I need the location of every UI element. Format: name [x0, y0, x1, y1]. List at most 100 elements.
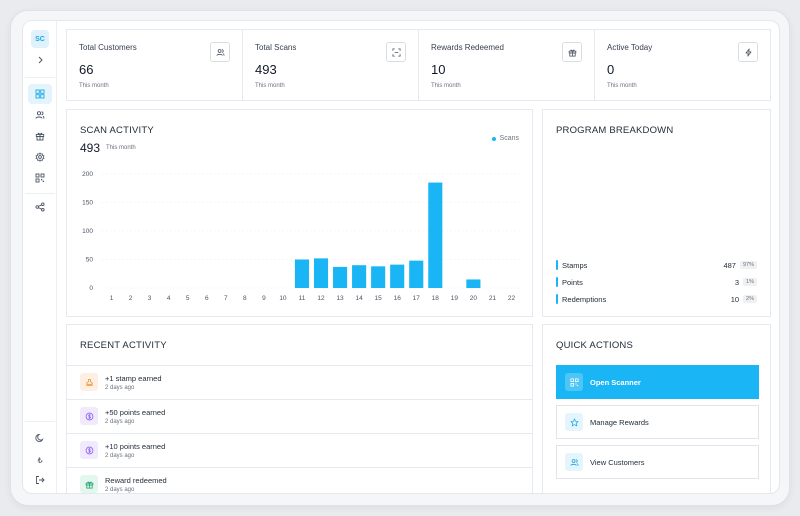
qa-icon-box — [565, 373, 583, 391]
chart-bar — [294, 259, 310, 288]
program-breakdown-card: PROGRAM BREAKDOWN Stamps 487 97% Points … — [542, 109, 771, 317]
moon-icon — [35, 433, 44, 442]
sidebar-item-share[interactable] — [28, 197, 52, 217]
avatar[interactable]: SC — [31, 30, 49, 48]
stat-label: Rewards Redeemed — [431, 43, 504, 52]
breakdown-row-redemptions: Redemptions 10 2% — [556, 293, 757, 305]
legend-dot — [491, 136, 496, 141]
x-tick-label: 11 — [299, 295, 306, 302]
qa-label: View Customers — [590, 457, 645, 467]
activity-time: 2 days ago — [105, 453, 135, 459]
legend-label: Scans — [499, 135, 519, 142]
scan-total-sub: This month — [106, 145, 136, 151]
dashboard-icon — [35, 89, 45, 99]
stat-icon-box — [210, 42, 230, 62]
activity-time: 2 days ago — [105, 487, 135, 493]
sidebar-expand-button[interactable] — [28, 50, 52, 70]
gear-icon — [35, 152, 45, 162]
star-icon — [570, 418, 578, 426]
breakdown-row-points: Points 3 1% — [556, 276, 757, 288]
qa-label: Open Scanner — [590, 377, 641, 387]
activity-icon-box — [80, 475, 98, 493]
x-tick-label: 20 — [470, 295, 478, 302]
breakdown-value: 487 — [723, 260, 736, 270]
x-tick-label: 22 — [508, 295, 516, 302]
chart-bar — [333, 266, 348, 288]
stats-row: Total Customers 66 This month Total Scan… — [66, 29, 771, 101]
activity-title: Reward redeemed — [105, 476, 167, 485]
gift-icon — [568, 49, 576, 57]
sidebar-item-rewards[interactable] — [28, 126, 52, 146]
stat-sub: This month — [79, 83, 109, 89]
activity-icon-box — [80, 373, 98, 391]
x-tick-label: 15 — [375, 295, 383, 302]
stat-sub: This month — [607, 83, 637, 89]
logout-button[interactable] — [28, 470, 52, 490]
recent-activity-card: RECENT ACTIVITY +1 stamp earned 2 days a… — [66, 324, 533, 493]
currency-icon[interactable]: ₺ — [37, 455, 43, 465]
stat-label: Total Customers — [79, 43, 137, 52]
y-tick-label: 150 — [82, 200, 93, 207]
activity-item[interactable]: Reward redeemed 2 days ago — [67, 467, 532, 493]
card-title: RECENT ACTIVITY — [80, 340, 167, 351]
y-tick-label: 100 — [82, 228, 93, 235]
logout-icon — [36, 476, 45, 484]
activity-item[interactable]: +1 stamp earned 2 days ago — [67, 365, 532, 399]
x-tick-label: 16 — [394, 295, 402, 302]
stat-card-rewards: Rewards Redeemed 10 This month — [419, 30, 595, 100]
gift-icon — [35, 132, 45, 141]
stat-card-scans: Total Scans 493 This month — [243, 30, 419, 100]
x-tick-label: 8 — [243, 295, 247, 302]
users-icon — [569, 458, 579, 466]
stat-value: 66 — [79, 62, 94, 77]
sidebar-item-settings[interactable] — [28, 147, 52, 167]
chart-legend[interactable]: Scans — [491, 135, 519, 142]
scan-icon — [391, 47, 401, 57]
scan-total: 493 — [80, 141, 101, 155]
sidebar-item-customers[interactable] — [28, 105, 52, 125]
activity-title: +1 stamp earned — [105, 374, 162, 383]
x-tick-label: 7 — [224, 295, 228, 302]
sidebar-item-qr[interactable] — [28, 168, 52, 188]
chart-bar — [313, 258, 329, 288]
stat-icon-box — [738, 42, 758, 62]
x-tick-label: 21 — [489, 295, 497, 302]
stat-label: Active Today — [607, 43, 653, 52]
qa-icon-box — [565, 453, 583, 471]
x-tick-label: 14 — [355, 295, 363, 302]
app-window: SC ₺ — [22, 20, 780, 494]
activity-time: 2 days ago — [105, 419, 135, 425]
activity-title: +50 points earned — [105, 408, 166, 417]
manage-rewards-button[interactable]: Manage Rewards — [556, 405, 759, 439]
theme-toggle[interactable] — [28, 428, 52, 448]
breakdown-marker — [556, 294, 558, 304]
scan-activity-card: SCAN ACTIVITY 493 This month Scans 0 50 10… — [66, 109, 533, 317]
activity-item[interactable]: +50 points earned 2 days ago — [67, 399, 532, 433]
gift-icon — [85, 481, 93, 489]
stat-label: Total Scans — [255, 43, 297, 52]
x-tick-label: 12 — [317, 295, 325, 302]
chart-bar — [371, 266, 386, 288]
activity-icon-box — [80, 441, 98, 459]
y-tick-label: 200 — [82, 171, 93, 178]
coin-icon — [85, 412, 93, 420]
breakdown-label: Stamps — [562, 260, 588, 270]
open-scanner-button[interactable]: Open Scanner — [556, 365, 759, 399]
breakdown-percent: 97% — [739, 261, 757, 269]
view-customers-button[interactable]: View Customers — [556, 445, 759, 479]
share-icon — [35, 202, 45, 212]
sidebar-item-dashboard[interactable] — [28, 84, 52, 104]
x-tick-label: 4 — [167, 295, 171, 302]
stat-value: 10 — [431, 62, 446, 77]
activity-item[interactable]: +10 points earned 2 days ago — [67, 433, 532, 467]
chart-bar — [409, 260, 424, 288]
x-tick-label: 13 — [336, 295, 344, 302]
card-title: QUICK ACTIONS — [556, 340, 634, 351]
qa-icon-box — [565, 413, 583, 431]
x-tick-label: 2 — [129, 295, 133, 302]
main-content: Total Customers 66 This month Total Scan… — [57, 21, 779, 493]
breakdown-label: Points — [562, 277, 583, 287]
activity-title: +10 points earned — [105, 442, 166, 451]
stat-sub: This month — [255, 83, 285, 89]
